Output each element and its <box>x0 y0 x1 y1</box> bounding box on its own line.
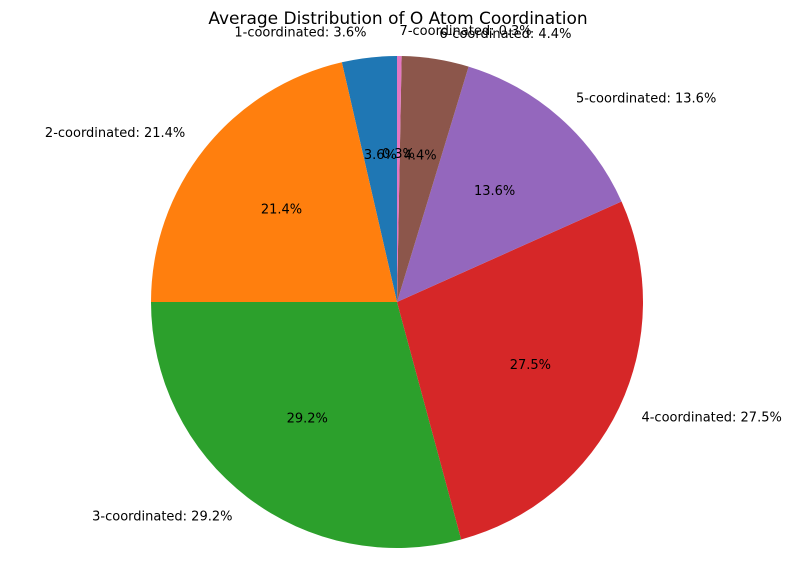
slice-percent-label: 0.3% <box>382 147 415 162</box>
pie-slice-4 <box>397 201 644 540</box>
slice-outer-label: 6-coordinated: 4.4% <box>439 27 571 42</box>
pie-slice-7 <box>397 56 402 302</box>
pie-slice-1 <box>341 56 397 302</box>
pie-slice-6 <box>397 56 469 302</box>
slice-outer-label: 7-coordinated: 0.3% <box>400 24 532 39</box>
slice-percent-labels: 3.6% 21.4% 29.2% 27.5% 13.6% 4.4%0.3% <box>261 147 551 427</box>
pie-slice-3 <box>151 302 462 549</box>
slice-percent-label: 21.4% <box>261 203 302 218</box>
slice-outer-labels: 1-coordinated: 3.6% 2-coordinated: 21.4% 3… <box>45 24 782 524</box>
pie-slice-2 <box>151 62 397 302</box>
pie-slices <box>151 56 644 549</box>
slice-outer-label: 2-coordinated: 21.4% <box>45 126 185 141</box>
pie-slice-5 <box>397 66 622 302</box>
slice-percent-label: 4.4% <box>404 149 437 164</box>
chart-title: Average Distribution of O Atom Coordinat… <box>208 9 587 29</box>
slice-outer-label: 1-coordinated: 3.6% <box>234 26 366 41</box>
slice-percent-label: 3.6% <box>364 148 397 163</box>
slice-outer-label: 4-coordinated: 27.5% <box>641 410 781 425</box>
slice-outer-label: 5-coordinated: 13.6% <box>576 92 716 107</box>
slice-outer-label: 3-coordinated: 29.2% <box>92 509 232 524</box>
slice-percent-label: 13.6% <box>474 184 515 199</box>
slice-percent-label: 29.2% <box>287 412 328 427</box>
slice-percent-label: 27.5% <box>510 358 551 373</box>
